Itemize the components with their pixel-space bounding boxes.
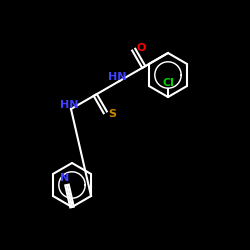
Text: HN: HN: [60, 100, 78, 110]
Text: N: N: [60, 173, 70, 183]
Text: O: O: [136, 43, 145, 53]
Text: Cl: Cl: [162, 78, 174, 88]
Text: S: S: [108, 109, 116, 119]
Text: HN: HN: [108, 72, 127, 82]
